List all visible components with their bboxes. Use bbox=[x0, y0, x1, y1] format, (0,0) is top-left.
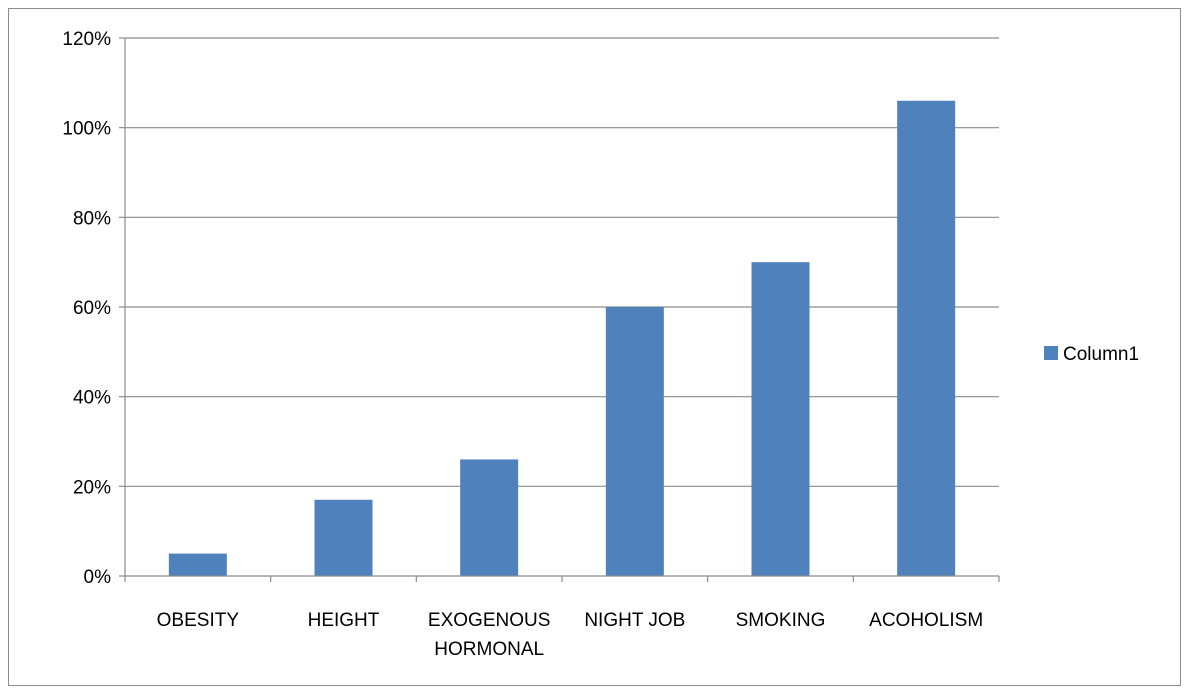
bar bbox=[460, 459, 519, 576]
x-category-label: NIGHT JOB bbox=[584, 610, 685, 631]
x-category-label: OBESITY bbox=[157, 610, 240, 631]
y-tick-label: 60% bbox=[73, 298, 111, 319]
x-category-label: HEIGHT bbox=[308, 610, 380, 631]
bar bbox=[897, 100, 956, 577]
bar bbox=[168, 553, 227, 576]
bars bbox=[168, 100, 956, 577]
y-tick-labels: 0% 20% 40% 60% 80% 100% 120% bbox=[62, 29, 111, 588]
y-tick-label: 20% bbox=[73, 477, 111, 498]
y-tick-label: 100% bbox=[62, 119, 111, 140]
y-tick-label: 80% bbox=[73, 208, 111, 229]
axes bbox=[119, 37, 1000, 582]
chart-frame: 0% 20% 40% 60% 80% 100% 120% OBESITY HEIGHT EXOG… bbox=[8, 8, 1181, 686]
y-tick-label: 0% bbox=[84, 567, 112, 588]
legend-label: Column1 bbox=[1063, 344, 1139, 365]
legend: Column1 bbox=[1044, 344, 1139, 365]
x-category-label: EXOGENOUS bbox=[428, 610, 550, 631]
y-tick-label: 120% bbox=[62, 29, 111, 50]
bar bbox=[314, 499, 373, 576]
y-tick-label: 40% bbox=[73, 388, 111, 409]
bar bbox=[751, 262, 810, 576]
legend-swatch bbox=[1044, 346, 1058, 360]
bar-chart: 0% 20% 40% 60% 80% 100% 120% OBESITY HEIGHT EXOG… bbox=[62, 29, 1139, 660]
x-category-labels: OBESITY HEIGHT EXOGENOUS HORMONAL NIGHT JOB S… bbox=[157, 610, 984, 660]
x-category-label: ACOHOLISM bbox=[869, 610, 983, 631]
bar bbox=[605, 307, 664, 576]
gridlines bbox=[125, 37, 999, 487]
x-category-label: HORMONAL bbox=[434, 639, 544, 660]
x-category-label: SMOKING bbox=[736, 610, 826, 631]
